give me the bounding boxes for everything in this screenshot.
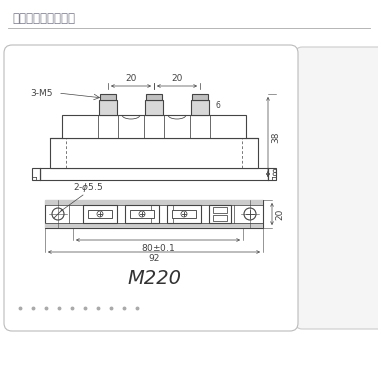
Text: 6: 6 <box>215 102 220 110</box>
Bar <box>40 168 268 180</box>
Text: 38: 38 <box>271 131 280 143</box>
Text: 20: 20 <box>171 74 183 83</box>
Bar <box>191 100 209 115</box>
Bar <box>45 200 263 228</box>
Bar <box>213 215 227 221</box>
FancyBboxPatch shape <box>296 47 378 329</box>
Bar <box>62 115 246 138</box>
Bar <box>146 94 162 100</box>
Bar <box>32 168 40 180</box>
Bar <box>50 138 258 168</box>
Bar <box>167 205 201 223</box>
Text: 20: 20 <box>125 74 137 83</box>
Bar <box>99 100 117 115</box>
Bar <box>45 200 263 205</box>
Text: 80$\pm$0.1: 80$\pm$0.1 <box>141 242 175 253</box>
Bar <box>209 205 231 223</box>
Text: 20: 20 <box>275 208 284 220</box>
Bar <box>45 223 263 228</box>
Bar <box>213 207 227 213</box>
Bar <box>125 205 159 223</box>
Bar <box>130 210 154 218</box>
Text: 模块外型图、安装图: 模块外型图、安装图 <box>12 11 75 25</box>
Text: 2-$\phi$5.5: 2-$\phi$5.5 <box>73 181 103 194</box>
Bar <box>145 100 163 115</box>
Bar <box>268 168 276 180</box>
Text: 8: 8 <box>271 169 277 178</box>
Bar <box>88 210 112 218</box>
Text: M220: M220 <box>127 268 181 288</box>
Bar <box>83 205 117 223</box>
FancyBboxPatch shape <box>4 45 298 331</box>
Bar <box>192 94 208 100</box>
Text: 92: 92 <box>148 254 160 263</box>
Bar <box>172 210 196 218</box>
Text: 3-M5: 3-M5 <box>30 88 53 98</box>
Bar <box>100 94 116 100</box>
